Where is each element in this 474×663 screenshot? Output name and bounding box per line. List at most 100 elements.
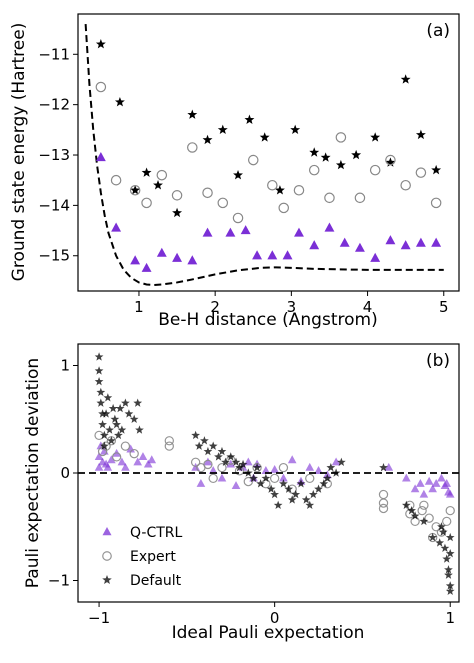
expert-point <box>267 179 278 191</box>
qctrl-point <box>94 462 104 471</box>
default-point <box>437 522 446 531</box>
default-point <box>194 441 204 450</box>
default-point <box>291 489 301 499</box>
qctrl-point <box>402 473 411 482</box>
default-point <box>94 377 104 386</box>
qctrl-point <box>305 462 315 471</box>
expert-point <box>110 174 122 186</box>
y-axis-label-b: Pauli expectation deviation <box>23 358 43 588</box>
qctrl-point <box>339 237 350 247</box>
x-tick-label-b: 1 <box>445 609 455 627</box>
default-point <box>400 74 411 84</box>
default-point <box>287 495 297 504</box>
default-point <box>129 414 139 423</box>
default-point <box>261 473 271 483</box>
qctrl-point <box>143 459 153 468</box>
qctrl-point <box>270 464 279 473</box>
y-tick-label-b: 0 <box>60 464 70 482</box>
default-point <box>133 398 143 407</box>
x-tick-label-b: 0 <box>270 609 280 627</box>
default-point <box>444 565 453 574</box>
expert-point <box>269 473 280 484</box>
qctrl-point <box>370 252 381 262</box>
legend-item-q-ctrl: Q-CTRL <box>102 525 183 541</box>
qctrl-point <box>141 262 152 272</box>
axes-frame-a <box>77 13 460 292</box>
qctrl-point <box>309 240 320 250</box>
default-point <box>106 436 116 445</box>
default-point <box>401 500 411 509</box>
legend-item-default: Default <box>102 573 182 589</box>
qctrl-point <box>431 237 442 247</box>
expert-point <box>424 513 434 523</box>
default-point <box>233 169 243 180</box>
qctrl-point <box>240 225 251 235</box>
qctrl-point <box>428 484 437 493</box>
default-point <box>114 96 125 107</box>
axis-ticks-b: −1 0 1 −1 0 1 <box>48 357 455 628</box>
expert-point <box>247 154 259 166</box>
y-axis-label-a: Ground state energy (Hartree) <box>9 23 29 282</box>
qctrl-point <box>442 478 452 487</box>
expert-point <box>187 142 198 153</box>
default-point <box>270 489 280 499</box>
default-point <box>103 393 113 402</box>
default-point <box>259 132 270 142</box>
expert-point <box>385 154 396 166</box>
default-point <box>296 479 306 488</box>
default-point <box>444 570 453 579</box>
qctrl-point <box>217 473 227 482</box>
default-point <box>435 538 445 547</box>
expert-point <box>102 551 112 561</box>
legend-b: Q-CTRL Expert Default <box>102 525 183 589</box>
default-point <box>385 157 396 167</box>
default-point <box>217 124 228 135</box>
default-point <box>335 159 346 170</box>
default-point <box>226 452 236 461</box>
qctrl-point <box>437 473 446 482</box>
qctrl-point <box>252 250 263 260</box>
qctrl-point <box>354 242 365 252</box>
qctrl-point <box>138 452 148 460</box>
series-default <box>95 39 442 218</box>
default-point <box>266 484 276 493</box>
expert-point <box>324 192 335 204</box>
default-point <box>249 473 258 483</box>
default-point <box>221 457 230 466</box>
default-point <box>99 441 109 450</box>
expert-point <box>400 179 411 191</box>
qctrl-point <box>102 527 112 536</box>
default-point <box>101 409 111 418</box>
x-tick-label-a: 4 <box>363 298 373 316</box>
expert-point <box>278 202 290 214</box>
expert-point <box>308 164 320 176</box>
default-point <box>105 425 114 434</box>
qctrl-point <box>117 457 127 466</box>
default-point <box>301 495 311 504</box>
x-tick-label-a: 5 <box>439 298 449 316</box>
legend-label: Expert <box>130 549 176 565</box>
default-point <box>351 149 362 160</box>
y-tick-label-a: −15 <box>38 247 70 265</box>
qctrl-point <box>287 455 297 464</box>
qctrl-point <box>267 250 278 260</box>
default-point <box>141 167 152 177</box>
qctrl-point <box>419 489 429 498</box>
default-point <box>322 473 332 483</box>
qctrl-point <box>111 222 122 232</box>
expert-point <box>378 503 389 514</box>
default-point <box>308 489 318 499</box>
default-point <box>442 554 452 563</box>
expert-point <box>378 498 389 508</box>
y-tick-label-b: 1 <box>60 357 70 375</box>
qctrl-point <box>324 222 335 232</box>
default-point <box>94 366 104 375</box>
expert-point <box>445 505 455 516</box>
qctrl-point <box>294 227 304 237</box>
default-point <box>214 452 223 461</box>
default-point <box>114 430 123 440</box>
expert-point <box>141 197 152 209</box>
default-point <box>379 463 388 472</box>
panel-label-a: (a) <box>426 21 450 41</box>
